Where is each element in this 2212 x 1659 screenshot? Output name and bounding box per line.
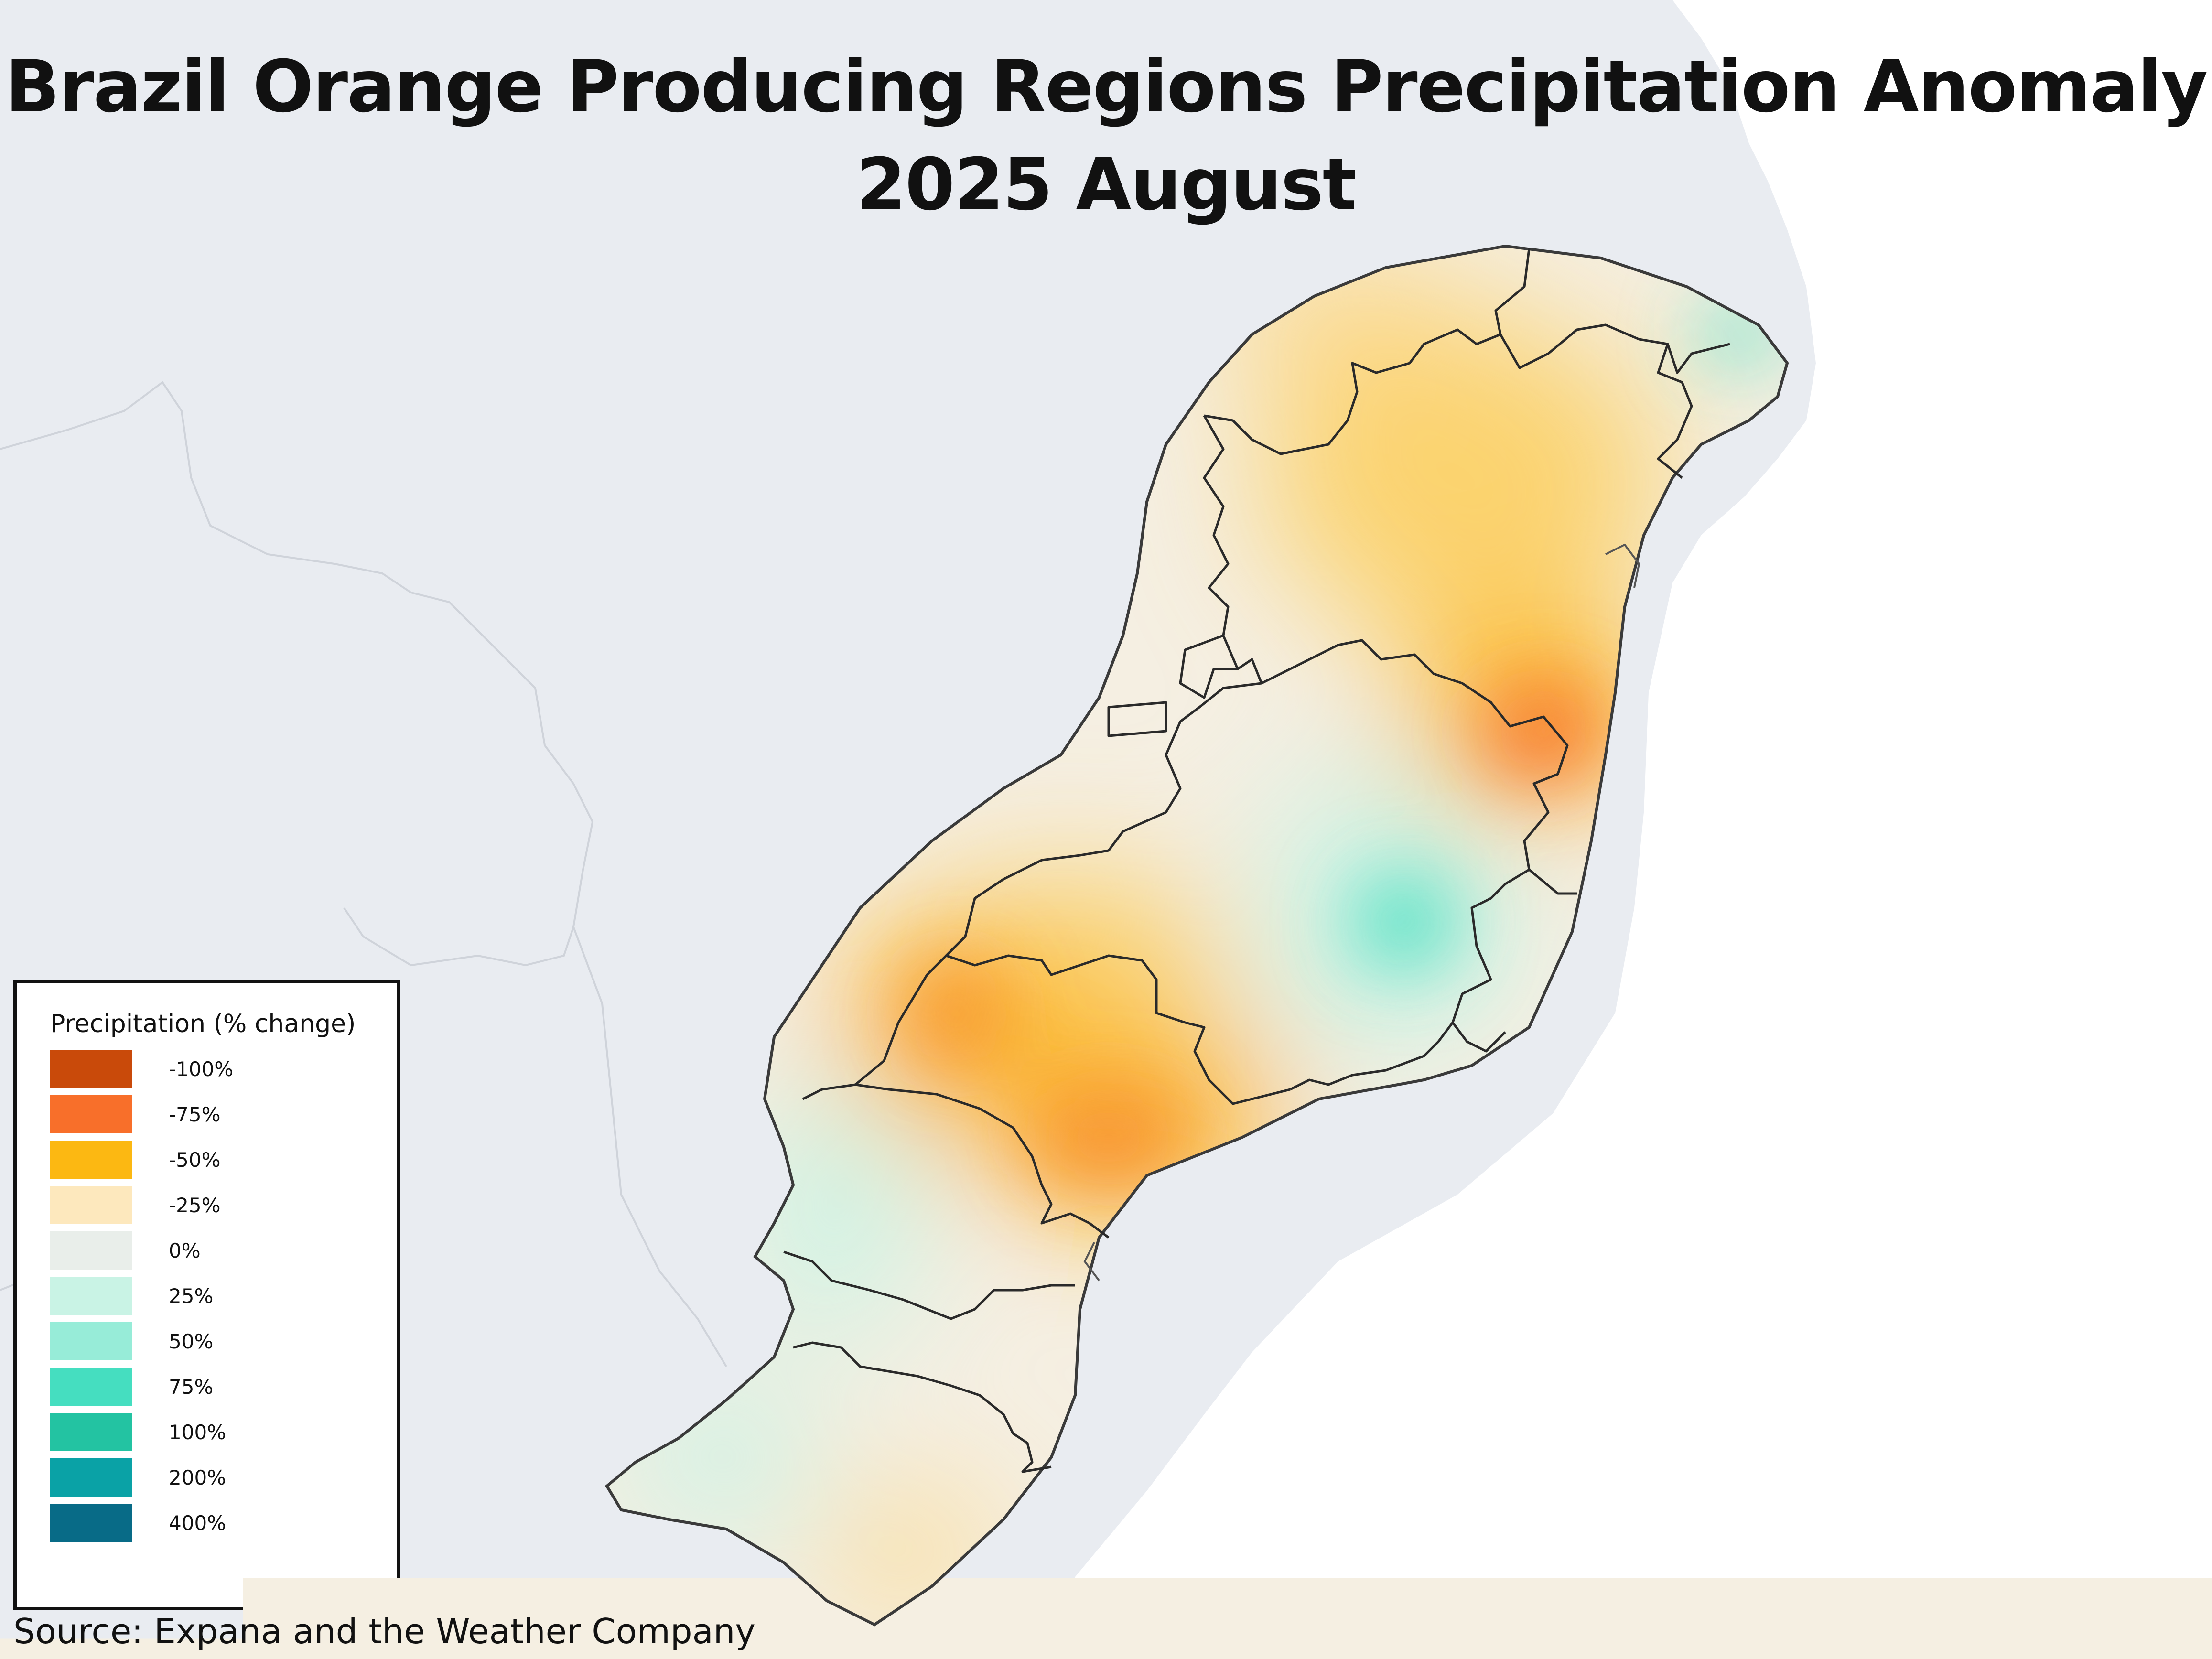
legend-item: 100% — [50, 1413, 385, 1456]
legend-swatch — [50, 1231, 132, 1270]
legend-label: 200% — [169, 1466, 226, 1489]
legend-label: 75% — [169, 1375, 213, 1399]
legend-swatch — [50, 1277, 132, 1315]
legend-swatch — [50, 1095, 132, 1133]
legend-swatch — [50, 1186, 132, 1224]
legend-swatch — [50, 1504, 132, 1542]
legend-swatch — [50, 1413, 132, 1451]
map-subtitle-date: 2025 August — [0, 143, 2212, 226]
legend-item: 400% — [50, 1504, 385, 1547]
legend-swatch — [50, 1141, 132, 1179]
legend-item: -100% — [50, 1050, 385, 1093]
legend-label: -100% — [169, 1057, 233, 1081]
legend-item: 0% — [50, 1231, 385, 1274]
legend-item: 25% — [50, 1277, 385, 1320]
legend-item: -50% — [50, 1141, 385, 1184]
legend-item: -25% — [50, 1186, 385, 1229]
legend-label: -75% — [169, 1103, 221, 1126]
legend-item: -75% — [50, 1095, 385, 1138]
legend-swatch — [50, 1458, 132, 1497]
source-note: Source: Expana and the Weather Company — [13, 1611, 755, 1651]
legend-label: -50% — [169, 1148, 221, 1172]
legend-label: 100% — [169, 1421, 226, 1444]
legend-item: 75% — [50, 1368, 385, 1411]
map-title: Brazil Orange Producing Regions Precipit… — [0, 45, 2212, 129]
legend-label: 0% — [169, 1239, 201, 1262]
legend-label: 50% — [169, 1330, 213, 1353]
legend-item: 200% — [50, 1458, 385, 1501]
legend-swatch — [50, 1368, 132, 1406]
legend-swatch — [50, 1050, 132, 1088]
legend-item: 50% — [50, 1322, 385, 1365]
legend-title: Precipitation (% change) — [50, 1010, 356, 1038]
legend-label: 25% — [169, 1284, 213, 1308]
legend-label: -25% — [169, 1194, 221, 1217]
legend-swatch — [50, 1322, 132, 1360]
legend-label: 400% — [169, 1511, 226, 1535]
precipitation-legend: Precipitation (% change) -100% -75% -50%… — [13, 980, 400, 1610]
